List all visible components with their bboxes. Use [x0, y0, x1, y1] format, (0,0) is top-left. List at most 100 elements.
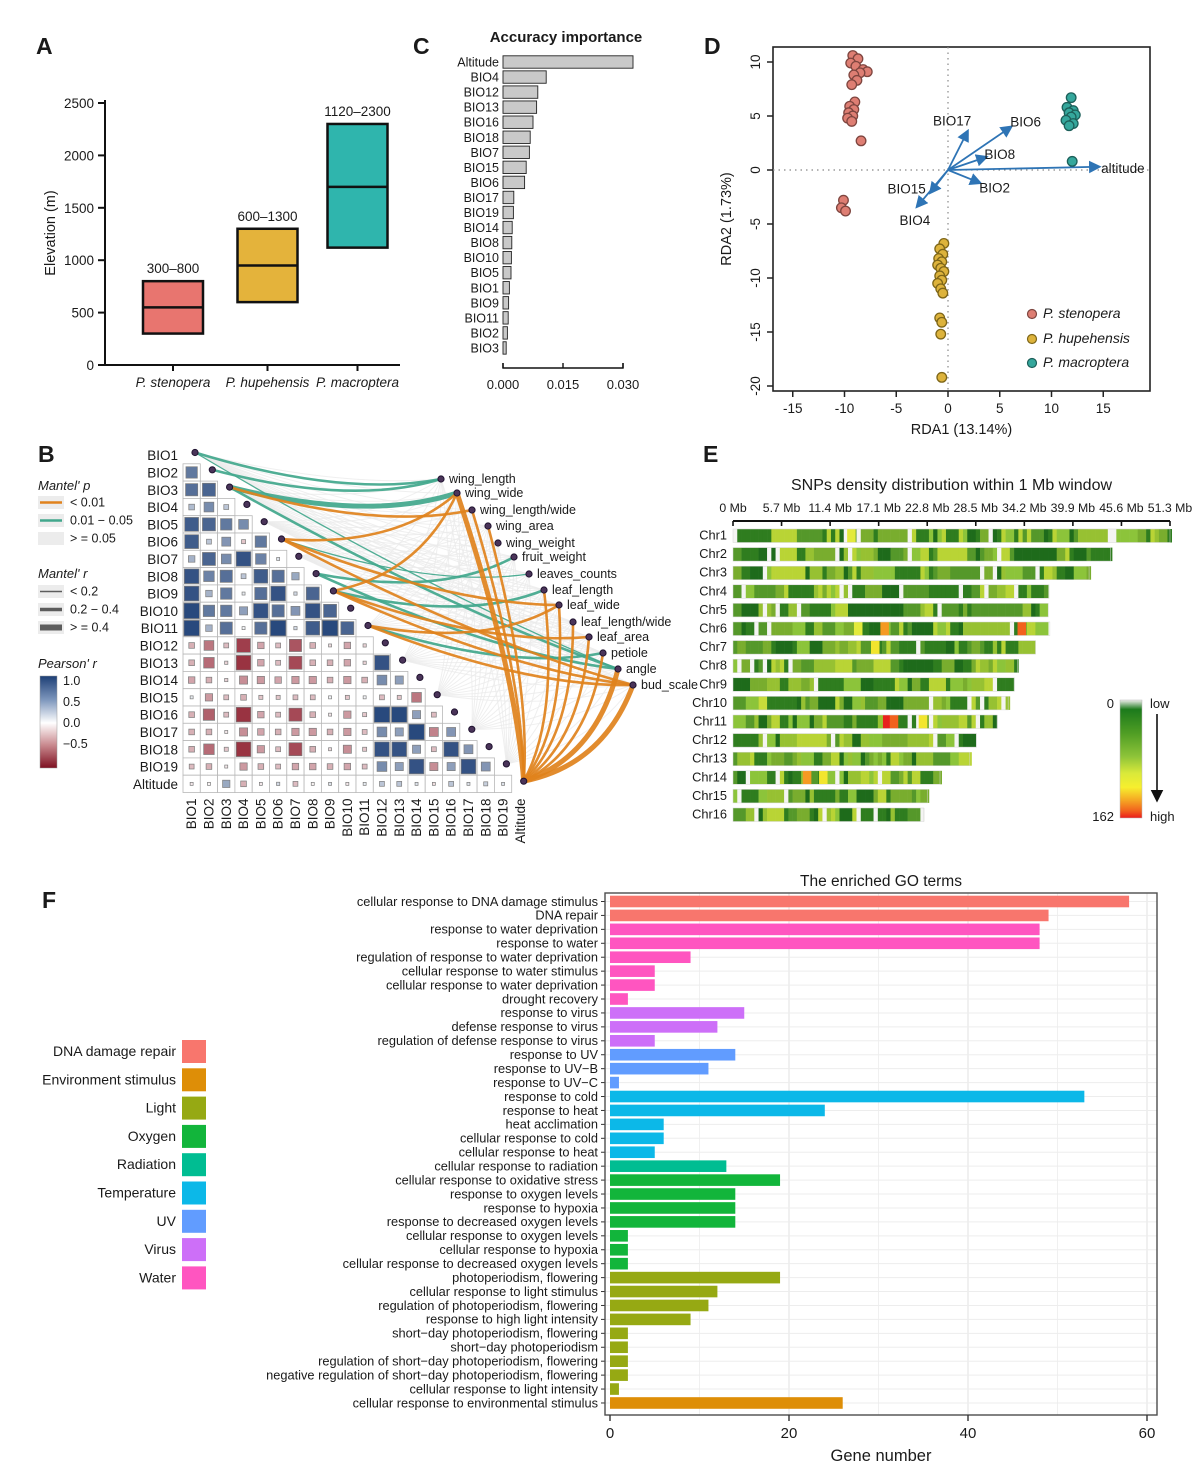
density-window — [771, 566, 776, 580]
density-window — [830, 808, 836, 822]
density-window — [852, 547, 857, 562]
importance-bar — [502, 250, 512, 265]
correlation-square — [202, 604, 215, 617]
correlation-square — [205, 763, 213, 770]
category-swatch — [182, 1266, 206, 1290]
density-window — [894, 808, 900, 822]
density-window — [796, 752, 802, 766]
density-window — [980, 529, 985, 543]
gray-link — [436, 478, 450, 695]
density-window — [933, 640, 938, 655]
density-window — [762, 659, 768, 673]
density-window — [958, 640, 964, 655]
density-window — [788, 640, 793, 655]
density-window — [1060, 566, 1066, 580]
density-window — [822, 808, 828, 822]
density-window — [997, 584, 1002, 599]
chromosome-label: Chr3 — [699, 565, 727, 580]
density-window — [813, 566, 819, 580]
density-window — [924, 789, 930, 803]
density-window — [1095, 547, 1100, 562]
density-window — [754, 733, 759, 748]
density-window — [818, 677, 823, 692]
density-window — [848, 566, 853, 580]
density-window — [873, 584, 879, 599]
density-window — [1005, 659, 1011, 673]
density-window — [796, 733, 802, 748]
density-window — [907, 566, 913, 580]
density-window — [1060, 529, 1066, 543]
density-window — [1043, 529, 1049, 543]
density-window — [1026, 566, 1032, 580]
correlation-square — [183, 568, 200, 584]
density-window — [792, 789, 798, 803]
density-window — [813, 733, 819, 748]
category-swatch — [182, 1181, 206, 1205]
density-window — [954, 529, 960, 543]
gray-link — [505, 573, 532, 765]
density-window — [737, 529, 742, 543]
range-label: 600–1300 — [237, 209, 297, 224]
correlation-square — [183, 585, 200, 602]
density-window — [992, 715, 998, 729]
gray-link — [471, 684, 634, 730]
correlation-square — [274, 728, 282, 736]
density-window — [848, 547, 853, 562]
correlation-square — [259, 781, 263, 786]
density-window — [852, 603, 857, 617]
row-label: BIO13 — [140, 656, 178, 671]
density-window — [1107, 529, 1113, 543]
density-window — [835, 677, 840, 692]
rda-arrow — [947, 128, 969, 171]
density-window — [792, 603, 798, 617]
density-window — [945, 547, 951, 562]
legend-dot — [1026, 333, 1038, 345]
density-window — [928, 622, 934, 636]
density-window — [848, 808, 853, 822]
density-window — [1086, 529, 1092, 543]
density-window — [950, 715, 955, 729]
variable-label: BIO17 — [464, 191, 499, 205]
density-window — [971, 603, 977, 617]
correlation-square — [362, 781, 367, 786]
density-window — [886, 529, 891, 543]
go-term-bar — [610, 993, 628, 1005]
density-window — [992, 584, 998, 599]
go-term-bar — [610, 965, 655, 977]
correlation-square — [429, 727, 439, 737]
density-window — [950, 547, 955, 562]
density-window — [826, 733, 832, 748]
category-swatch — [182, 1068, 206, 1092]
density-window — [945, 715, 951, 729]
density-window — [873, 752, 879, 766]
density-window — [933, 770, 938, 785]
go-term-label: response to UV−C — [493, 1075, 598, 1090]
correlation-square — [293, 626, 298, 631]
density-window — [997, 603, 1002, 617]
density-window — [911, 770, 917, 785]
go-term-label: response to UV — [510, 1047, 599, 1062]
correlation-square — [291, 727, 300, 736]
x-axis-title: RDA1 (13.14%) — [911, 422, 1013, 438]
go-term-bar — [610, 1104, 825, 1117]
density-window — [860, 659, 866, 673]
density-window — [890, 677, 896, 692]
gray-link — [229, 486, 530, 575]
go-term-label: response to water deprivation — [430, 922, 598, 937]
mantel-edge — [332, 589, 635, 687]
density-window — [852, 696, 857, 710]
density-window — [899, 622, 904, 636]
column-label: BIO11 — [357, 799, 372, 836]
density-window — [813, 584, 819, 599]
density-window — [1014, 659, 1019, 673]
density-window — [992, 529, 998, 543]
density-window — [809, 584, 815, 599]
density-window — [771, 696, 776, 710]
mantel-edge — [227, 484, 460, 509]
correlation-square — [271, 569, 285, 583]
density-window — [737, 733, 742, 748]
density-window — [809, 808, 815, 822]
density-window — [916, 770, 921, 785]
density-window — [860, 547, 866, 562]
correlation-square — [220, 518, 233, 531]
